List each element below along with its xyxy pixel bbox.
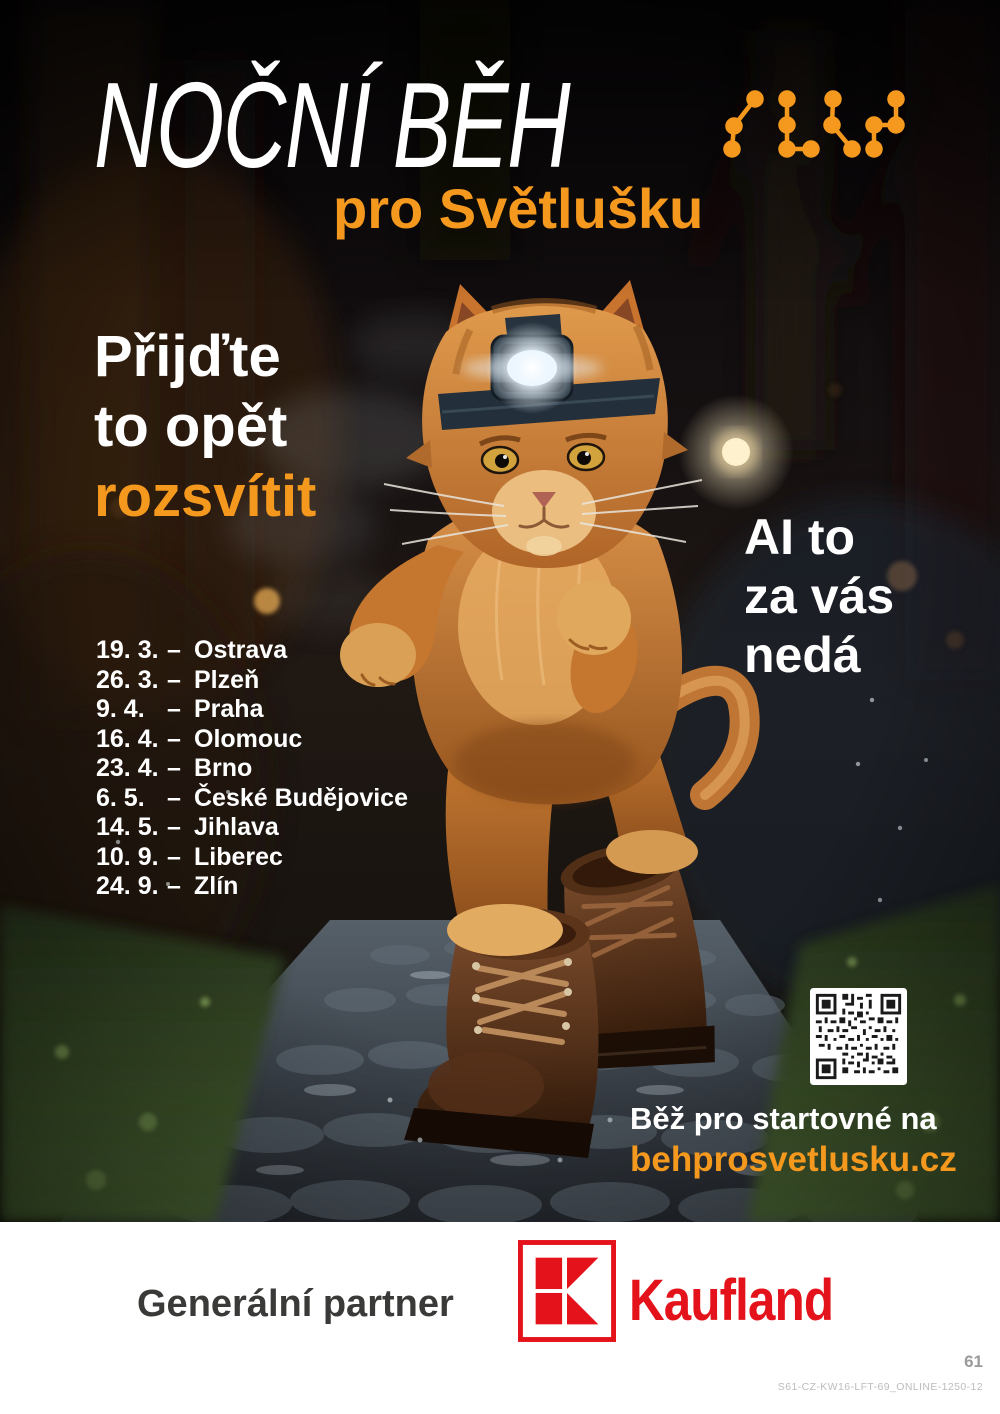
event-row: 16. 4. – Olomouc xyxy=(96,724,303,753)
partner-footer xyxy=(0,1222,1000,1414)
qr-code xyxy=(810,988,907,1085)
event-row: 10. 9. – Liberec xyxy=(96,842,283,871)
cta-url: behprosvetlusku.cz xyxy=(630,1140,957,1179)
event-row: 26. 3. – Plzeň xyxy=(96,665,260,694)
partner-label: Generální partner xyxy=(137,1283,454,1325)
tagline-right-line2: za vás xyxy=(744,568,895,624)
tagline-right-line1: AI to xyxy=(744,509,856,565)
event-list: 19. 3. – Ostrava 26. 3. – Plzeň 9. 4. – Praha … xyxy=(96,636,408,902)
event-row: 23. 4. – Brno xyxy=(96,754,253,782)
kaufland-logo-icon xyxy=(518,1240,616,1342)
kaufland-wordmark: Kaufland xyxy=(629,1268,834,1333)
tagline-right: AI to za vás nedá xyxy=(744,508,894,685)
poster-title: NOČNÍ BĚH xyxy=(94,57,571,193)
tagline-left-line2: to opět xyxy=(94,394,288,459)
night-scene-illustration xyxy=(0,0,1000,1222)
cta-text: Běž pro startovné na xyxy=(630,1101,937,1136)
tagline-left-line3: rozsvítit xyxy=(94,464,317,529)
event-row: 9. 4. – Praha xyxy=(96,695,264,723)
tagline-left: Přijďte to opět rozsvítit xyxy=(94,322,316,532)
tagline-left-line1: Přijďte xyxy=(94,324,281,389)
poster-photo: NOČNÍ BĚH pro Světlušku Přijďte to opět … xyxy=(0,0,1000,1222)
event-row: 14. 5. – Jihlava xyxy=(96,813,279,841)
event-row: 19. 3. – Ostrava xyxy=(96,636,288,664)
tagline-right-line3: nedá xyxy=(744,627,861,683)
constellation-dots-icon xyxy=(723,90,905,158)
leaflet-code: S61-CZ-KW16-LFT-69_ONLINE-1250-12 xyxy=(777,1381,983,1393)
poster-subtitle: pro Světlušku xyxy=(333,177,704,240)
page-number: 61 xyxy=(964,1352,983,1371)
event-row: 6. 5. – České Budějovice xyxy=(96,783,408,812)
cta-block: Běž pro startovné na behprosvetlusku.cz xyxy=(630,1100,957,1182)
event-row: 24. 9. – Zlín xyxy=(96,872,239,900)
